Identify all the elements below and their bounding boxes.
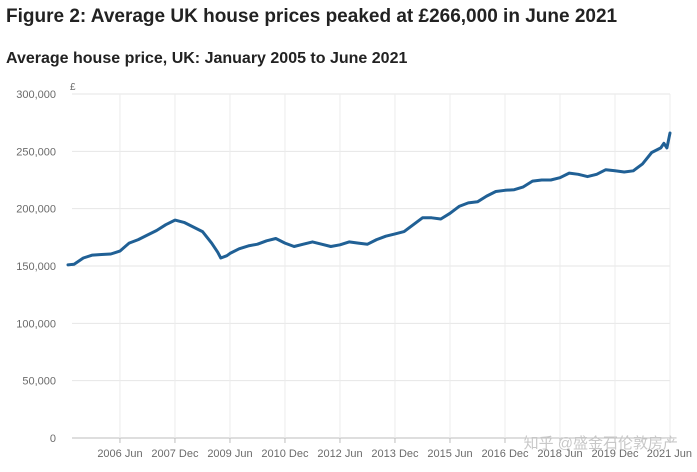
gridlines <box>72 93 671 439</box>
x-tick-label: 2013 Dec <box>371 448 419 460</box>
y-tick-label: 100,000 <box>16 318 56 330</box>
x-axis-ticks: 2006 Jun 2007 Dec 2009 Jun 2010 Dec 2012 Jun… <box>97 438 692 460</box>
y-tick-label: 200,000 <box>16 204 56 216</box>
watermark-text: 知乎 @盛金石伦敦房产 <box>524 435 678 452</box>
x-tick-label: 2018 Jun <box>537 448 582 460</box>
y-axis-ticks: 0 50,000 100,000 150,000 200,000 250,000 300,0… <box>16 89 56 445</box>
x-tick-label: 2010 Dec <box>261 448 309 460</box>
x-tick-label: 2009 Jun <box>207 448 252 460</box>
x-tick-label: 2007 Dec <box>151 448 199 460</box>
x-tick-label: 2016 Dec <box>481 448 529 460</box>
figure-title: Figure 2: Average UK house prices peaked… <box>6 6 618 27</box>
x-tick-label: 2006 Jun <box>97 448 142 460</box>
x-tick-label: 2012 Jun <box>317 448 362 460</box>
y-tick-label: 50,000 <box>22 376 56 388</box>
x-tick-label: 2021 Jun <box>647 448 692 460</box>
series-line <box>66 131 672 267</box>
y-unit-label: £ <box>70 82 76 93</box>
y-tick-label: 150,000 <box>16 261 56 273</box>
chart-subtitle: Average house price, UK: January 2005 to… <box>6 50 408 67</box>
x-tick-label: 2019 Dec <box>591 448 639 460</box>
x-tick-label: 2015 Jun <box>427 448 472 460</box>
y-tick-label: 250,000 <box>16 146 56 158</box>
y-tick-label: 300,000 <box>16 89 56 101</box>
y-tick-label: 0 <box>50 433 56 445</box>
